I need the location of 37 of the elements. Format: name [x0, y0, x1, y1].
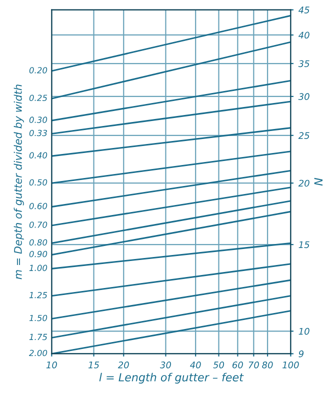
- x-axis-title: l = Length of gutter – feet: [99, 372, 244, 384]
- series-label: 0.33: [29, 130, 47, 136]
- x-tick-label: 50: [213, 362, 224, 368]
- y-tick-label: 45: [298, 6, 310, 14]
- x-tick-label: 10: [46, 362, 57, 368]
- x-tick-label: 80: [262, 362, 273, 368]
- x-tick-label: 40: [190, 362, 201, 368]
- y-tick-label: 10: [298, 328, 310, 335]
- y2-axis-title: N: [314, 178, 322, 186]
- y-axis-title: m = Depth of gutter divided by width: [14, 84, 24, 280]
- x-tick-label: 30: [160, 362, 172, 368]
- series-label: 0.40: [29, 152, 48, 158]
- x-tick-label: 15: [88, 362, 100, 368]
- y-tick-label: 40: [298, 32, 310, 39]
- series-label: 0.20: [29, 67, 48, 74]
- x-tick-label: 70: [248, 362, 259, 368]
- series-label: 1.75: [29, 334, 48, 340]
- y-tick-label: 30: [298, 93, 310, 100]
- series-label: 1.25: [29, 292, 48, 298]
- x-tick-label: 100: [282, 362, 299, 368]
- series-label: 0.25: [29, 94, 48, 102]
- series-label: 0.50: [29, 179, 48, 186]
- series-label: 1.50: [29, 314, 48, 322]
- series-label: 1.00: [29, 264, 48, 272]
- y-tick-label: 9: [298, 350, 304, 358]
- y-tick-label: 25: [298, 132, 310, 139]
- series-label: 0.80: [29, 239, 48, 246]
- series-label: 0.60: [29, 202, 48, 210]
- series-label: 0.90: [29, 250, 48, 258]
- series-label: 0.70: [29, 222, 48, 228]
- x-tick-label: 20: [118, 362, 129, 368]
- series-label: 0.30: [29, 116, 48, 123]
- y-tick-label: 35: [298, 60, 310, 68]
- y-tick-label: 20: [298, 180, 310, 187]
- x-tick-label: 60: [232, 362, 243, 368]
- y-tick-label: 15: [298, 241, 310, 248]
- series-label: 2.00: [28, 350, 48, 356]
